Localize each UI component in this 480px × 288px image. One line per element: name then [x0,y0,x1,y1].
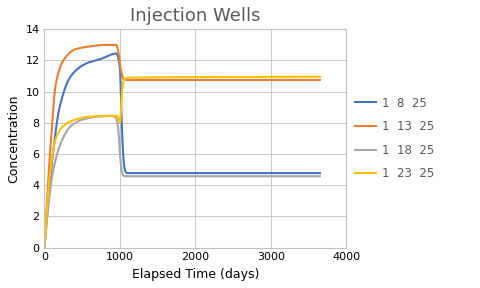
1  18  25 [41,246,47,249]
1  8  25 [73,69,79,72]
Y-axis label: Concentration: Concentration [7,94,20,183]
1  23  25 [73,118,79,121]
Line: 1  8  25: 1 8 25 [44,54,319,248]
1  23  25 [281,75,287,79]
1  13  25 [73,48,79,51]
1  13  25 [316,78,322,82]
1  23  25 [159,75,165,79]
1  23  25 [89,115,95,118]
1  8  25 [159,171,165,175]
1  18  25 [311,175,317,178]
1  13  25 [147,78,153,82]
1  8  25 [89,60,95,63]
1  23  25 [41,246,47,249]
1  13  25 [311,78,317,82]
1  23  25 [147,76,153,79]
1  13  25 [41,246,47,249]
1  8  25 [281,171,287,175]
1  13  25 [102,43,108,47]
1  13  25 [89,44,95,48]
1  18  25 [89,115,95,119]
1  18  25 [316,175,322,178]
Line: 1  18  25: 1 18 25 [44,116,319,248]
1  8  25 [311,171,317,175]
1  18  25 [281,175,287,178]
1  13  25 [281,78,287,82]
1  8  25 [316,171,322,175]
X-axis label: Elapsed Time (days): Elapsed Time (days) [132,268,259,281]
Line: 1  23  25: 1 23 25 [44,77,319,248]
Legend: 1  8  25, 1  13  25, 1  18  25, 1  23  25: 1 8 25, 1 13 25, 1 18 25, 1 23 25 [355,96,434,180]
1  8  25 [147,171,153,175]
1  18  25 [147,175,153,178]
1  8  25 [41,246,47,249]
1  18  25 [109,114,115,118]
1  18  25 [159,175,165,178]
1  23  25 [316,75,322,79]
1  13  25 [159,78,165,82]
1  18  25 [73,121,79,124]
Line: 1  13  25: 1 13 25 [44,45,319,248]
1  8  25 [113,52,119,55]
1  23  25 [311,75,317,79]
Title: Injection Wells: Injection Wells [130,7,260,25]
